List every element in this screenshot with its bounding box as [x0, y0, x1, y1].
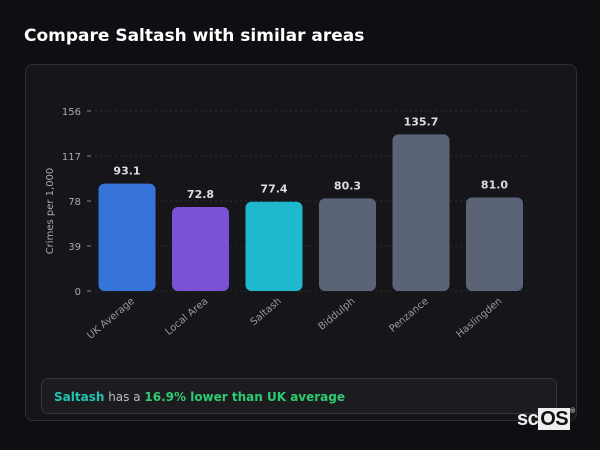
bar[interactable]: [319, 198, 376, 291]
y-tick-label: 117: [62, 152, 81, 163]
summary-area: Saltash: [54, 390, 105, 404]
y-tick-label: 0: [75, 287, 81, 298]
bar-value-label: 80.3: [334, 179, 361, 192]
x-tick-label: Local Area: [163, 296, 210, 338]
y-tick-label: 39: [68, 242, 81, 253]
scos-logo: sc OS ®: [517, 408, 575, 430]
bar[interactable]: [172, 207, 229, 291]
bar-value-label: 81.0: [481, 179, 508, 192]
bar[interactable]: [245, 201, 303, 291]
bar-value-label: 93.1: [113, 165, 140, 178]
x-tick-label: UK Average: [85, 296, 137, 342]
y-tick-label: 156: [62, 107, 81, 118]
x-tick-label: Biddulph: [317, 296, 358, 333]
summary-text: has a: [104, 390, 145, 404]
bar-value-label: 77.4: [260, 183, 287, 196]
bar-value-label: 72.8: [187, 188, 214, 201]
bar-value-label: 135.7: [404, 115, 439, 128]
bar[interactable]: [466, 197, 523, 291]
y-tick-label: 78: [68, 197, 81, 208]
page-title: Compare Saltash with similar areas: [24, 26, 365, 46]
x-tick-label: Haslingden: [455, 296, 505, 340]
x-tick-label: Penzance: [387, 296, 430, 335]
summary-box: Saltash has a 16.9% lower than UK averag…: [41, 378, 557, 414]
x-tick-label: Saltash: [249, 296, 284, 328]
bar[interactable]: [392, 134, 450, 291]
bar[interactable]: [98, 183, 156, 291]
summary-comparison: 16.9% lower than UK average: [144, 390, 345, 404]
y-axis-label: Crimes per 1,000: [45, 168, 56, 255]
